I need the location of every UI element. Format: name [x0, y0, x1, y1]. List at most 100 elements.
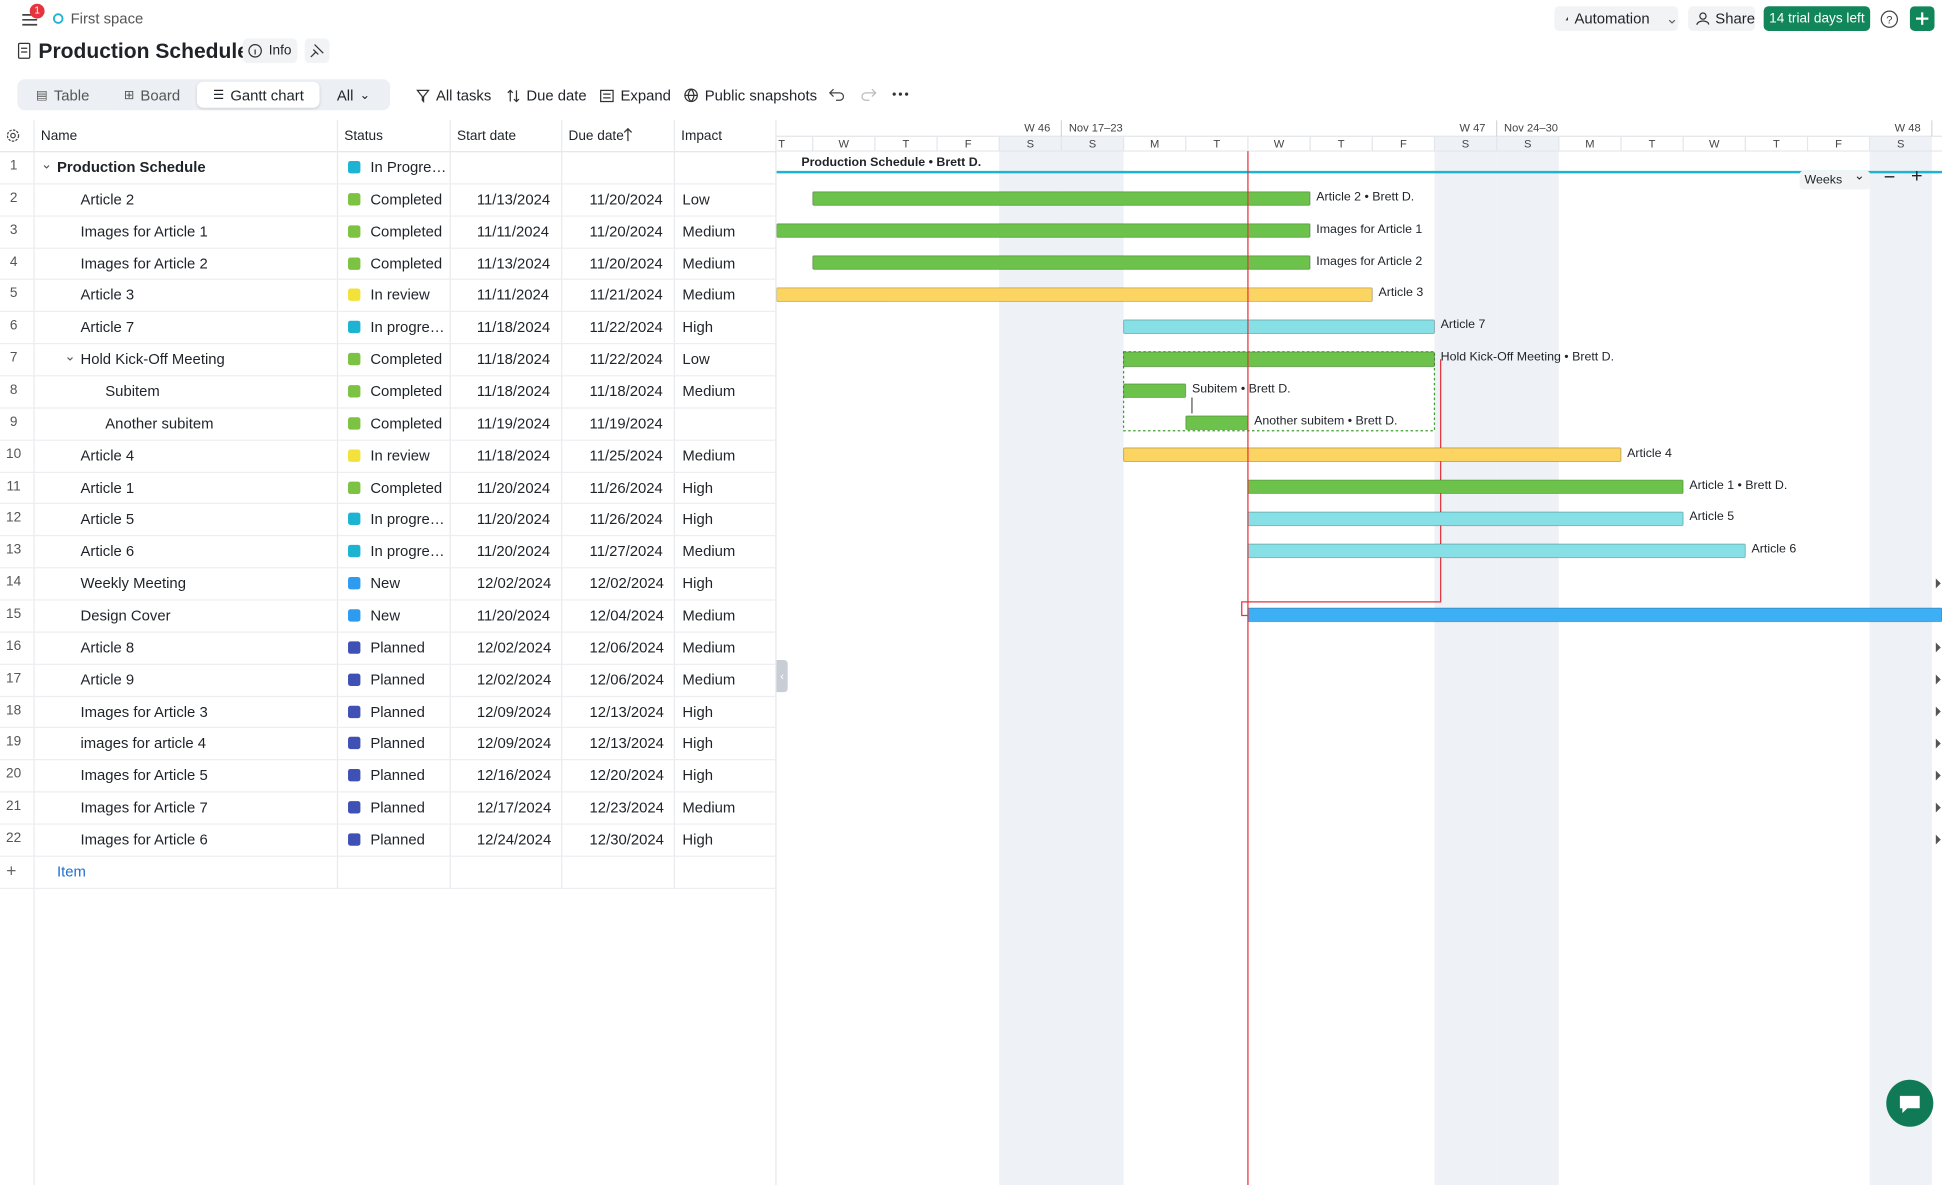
row-border: [0, 855, 777, 857]
due-date: 12/04/2024: [589, 606, 664, 625]
summary-bar: [776, 170, 1942, 174]
share-button[interactable]: Share: [1688, 6, 1755, 31]
task-name[interactable]: Article 9: [80, 670, 135, 689]
day-label: M: [1585, 137, 1595, 150]
zoom-out[interactable]: −: [1883, 167, 1896, 189]
day-label: F: [1399, 137, 1407, 150]
chevron: ⌄: [1665, 9, 1679, 28]
column-header[interactable]: Name: [40, 128, 78, 144]
task-name[interactable]: Images for Article 6: [80, 830, 208, 849]
task-name[interactable]: Subitem: [105, 382, 160, 400]
day-label: T: [1337, 137, 1345, 150]
task-name[interactable]: Images for Article 2: [80, 254, 208, 272]
bar-label: Article 3: [1378, 286, 1424, 301]
status: Completed: [370, 478, 443, 497]
impact: Medium: [682, 382, 736, 400]
task-name[interactable]: Article 3: [80, 286, 135, 304]
add-icon[interactable]: +: [6, 860, 17, 881]
task-name[interactable]: Images for Article 3: [80, 702, 208, 721]
task-name[interactable]: Article 8: [80, 638, 135, 657]
settings-icon[interactable]: [5, 128, 21, 144]
row-number: 7: [9, 350, 18, 366]
view-filter-all[interactable]: All ⌄: [336, 86, 370, 105]
task-name[interactable]: Article 7: [80, 318, 135, 336]
status: Completed: [370, 382, 443, 400]
view-board[interactable]: ⊞ Board: [123, 86, 181, 105]
day-label: T: [1213, 137, 1221, 150]
expand-button[interactable]: Expand: [599, 87, 671, 104]
view-table[interactable]: ▤ Table: [35, 86, 90, 105]
sort-icon: [507, 88, 520, 102]
row-border: [0, 471, 777, 473]
impact: Low: [682, 190, 710, 208]
column-header[interactable]: Impact: [681, 128, 723, 144]
task-name[interactable]: Images for Article 5: [80, 766, 208, 785]
task-name[interactable]: Article 2: [80, 190, 135, 208]
due-date: 11/20/2024: [589, 254, 663, 272]
collapse-chevron[interactable]: ⌄: [40, 157, 53, 173]
header-border: [0, 151, 777, 153]
status-swatch: [348, 160, 361, 174]
automation-button[interactable]: Automation ⌄: [1554, 6, 1679, 31]
row-border: [0, 503, 777, 505]
offscreen-arrow: [1935, 834, 1941, 845]
view-gantt[interactable]: ☰ Gantt chart: [213, 86, 304, 105]
column-header[interactable]: Due date: [568, 128, 624, 144]
task-name[interactable]: Article 5: [80, 510, 135, 529]
doc-icon: [17, 42, 31, 59]
task-bar: [1247, 607, 1942, 623]
toolbar-label: Public snapshots: [704, 86, 818, 105]
task-name[interactable]: Design Cover: [80, 606, 171, 625]
status: Planned: [370, 702, 425, 721]
undo-button[interactable]: [828, 87, 846, 102]
status-swatch: [348, 449, 361, 462]
more-button[interactable]: [892, 87, 909, 102]
row-number: 15: [6, 606, 22, 622]
row-border: [0, 183, 777, 185]
collapse-chevron[interactable]: ⌄: [64, 349, 76, 365]
day-label: M: [1150, 137, 1160, 150]
collapse-handle[interactable]: ‹: [776, 659, 788, 693]
task-name[interactable]: Article 1: [80, 478, 135, 497]
column-header[interactable]: Status: [344, 128, 383, 144]
chat-button[interactable]: [1885, 1079, 1935, 1129]
task-name[interactable]: Hold Kick-Off Meeting: [80, 350, 225, 368]
add-button[interactable]: [1909, 6, 1935, 31]
add-item[interactable]: Item: [56, 862, 86, 881]
redo-button[interactable]: [860, 87, 877, 102]
view-label: Table: [53, 86, 90, 105]
zoom-in[interactable]: +: [1911, 165, 1923, 187]
row-border: [0, 407, 777, 409]
task-name[interactable]: images for article 4: [80, 734, 207, 753]
share-label: Share: [1715, 9, 1755, 28]
task-name[interactable]: Another subitem: [105, 414, 214, 432]
space-link[interactable]: First space: [70, 9, 144, 28]
sort-button[interactable]: Due date: [507, 87, 587, 104]
toolbar-label: All tasks: [435, 86, 492, 105]
week-label: W 46: [1024, 121, 1051, 134]
info-button[interactable]: Info: [242, 38, 298, 64]
pin-button[interactable]: [304, 38, 330, 64]
toolbar-label: Due date: [526, 86, 587, 105]
task-name[interactable]: Production Schedule: [56, 158, 206, 176]
column-header[interactable]: Start date: [457, 128, 517, 144]
task-name[interactable]: Article 4: [80, 446, 135, 465]
impact: Medium: [682, 254, 736, 272]
due-date: 11/20/2024: [589, 222, 663, 240]
task-name[interactable]: Article 6: [80, 542, 135, 561]
task-name[interactable]: Weekly Meeting: [80, 574, 186, 593]
status: Completed: [370, 254, 443, 272]
task-name[interactable]: Images for Article 1: [80, 222, 208, 240]
zoom-select[interactable]: Weeks: [1799, 170, 1871, 190]
filter-button[interactable]: All tasks: [416, 87, 491, 104]
task-name[interactable]: Images for Article 7: [80, 798, 208, 817]
snapshots-button[interactable]: Public snapshots: [684, 87, 817, 104]
trial-button[interactable]: 14 trial days left: [1763, 6, 1871, 31]
sort-arrow: [623, 127, 633, 142]
row-border: [0, 567, 777, 569]
help-icon[interactable]: ?: [1880, 10, 1899, 29]
row-border: [0, 247, 777, 249]
notification-badge: 1: [29, 3, 45, 19]
day-label: T: [1772, 137, 1780, 150]
